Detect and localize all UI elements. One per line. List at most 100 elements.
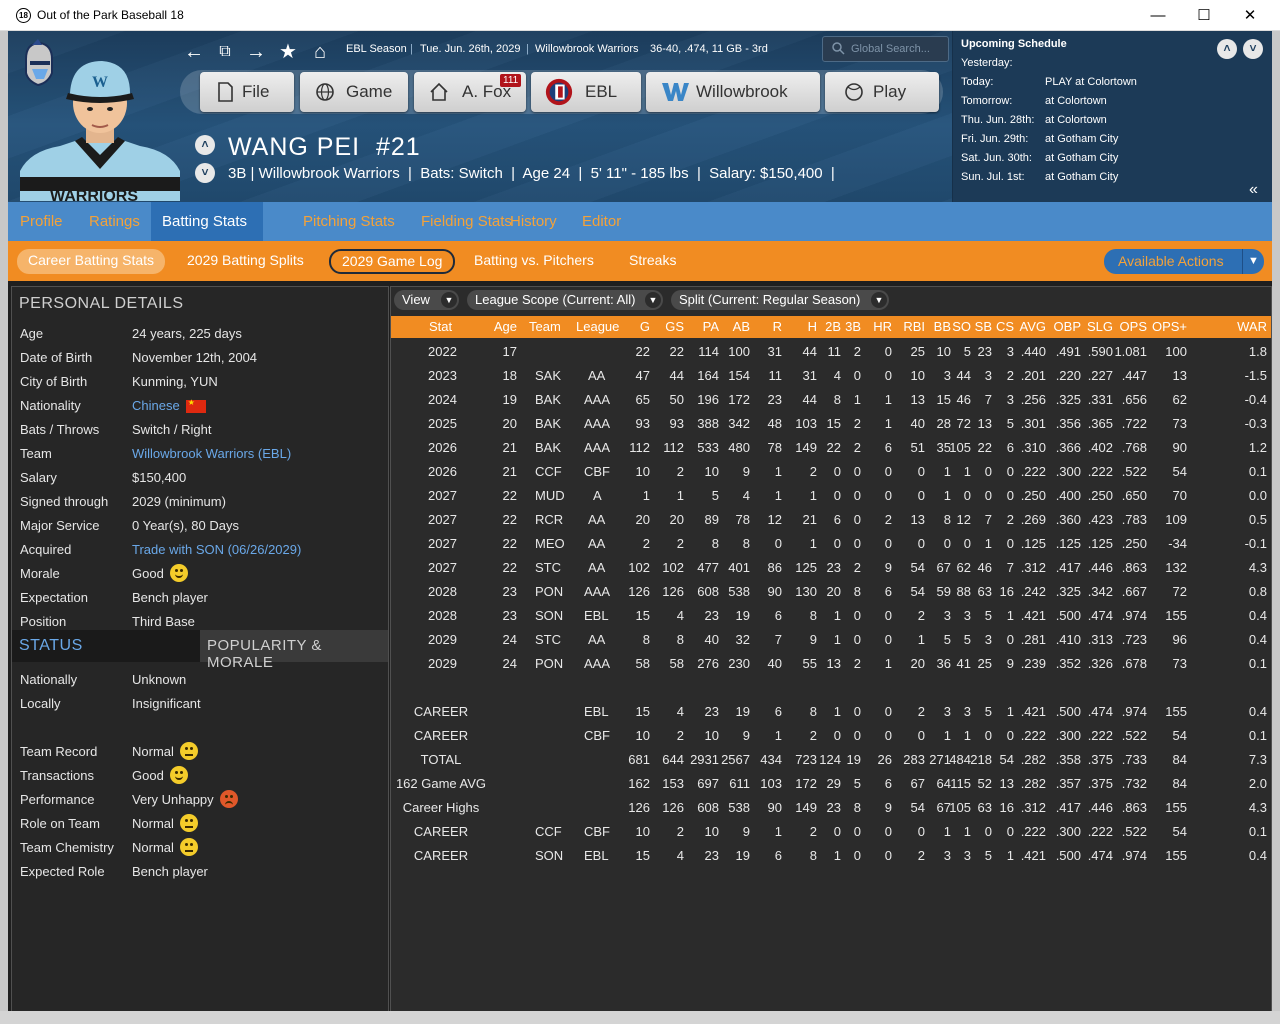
tab-fielding-stats[interactable]: Fielding Stats: [421, 213, 512, 230]
tab-profile[interactable]: Profile: [20, 213, 63, 230]
star-icon[interactable]: ★: [279, 41, 297, 63]
column-header[interactable]: Team: [529, 319, 561, 334]
table-row[interactable]: 2026 21 BAK AAA 112 112 533 480 78 149 22 2 6 51 35 105…: [391, 436, 1271, 460]
detail-value[interactable]: Trade with SON (06/26/2029): [132, 542, 301, 557]
back-icon[interactable]: ←: [184, 41, 204, 63]
table-cell: 2023: [428, 368, 457, 383]
column-header[interactable]: RBI: [903, 319, 925, 334]
subtab-game-log[interactable]: 2029 Game Log: [329, 249, 456, 274]
table-row[interactable]: 2027 22 STC AA 102 102 477 401 86 125 23 2 9 54 67 62 46…: [391, 556, 1271, 580]
column-header[interactable]: Stat: [429, 319, 453, 334]
table-row[interactable]: 2026 21 CCF CBF 10 2 10 9 1 2 0 0 0 0 1 1 0 0.222.300.222…: [391, 460, 1271, 484]
forward-icon[interactable]: →: [246, 41, 266, 63]
table-row[interactable]: 2028 23 PON AAA 126 126 608 538 90 130 20 8 6 54 59 88 6…: [391, 580, 1271, 604]
willowbrook-button[interactable]: Willowbrook: [646, 72, 820, 112]
tab-history[interactable]: History: [510, 213, 557, 230]
table-cell: 7.3: [1248, 752, 1267, 767]
tab-editor[interactable]: Editor: [582, 213, 622, 230]
previous-player-icon[interactable]: ˄: [195, 135, 215, 155]
table-row[interactable]: 2028 23 SON EBL 15 4 23 19 6 8 1 0 0 2 3 3 5 1.421.500.47…: [391, 604, 1271, 628]
home-icon[interactable]: ⌂: [313, 41, 327, 63]
close-icon[interactable]: ✕: [1243, 7, 1257, 24]
table-row[interactable]: 2025 20 BAK AAA 93 93 388 342 48 103 15 2 1 40 28 72 13 5…: [391, 412, 1271, 436]
morale-value-text: Good: [132, 768, 164, 783]
maximize-icon[interactable]: ☐: [1197, 7, 1211, 24]
copy-icon[interactable]: ⧉: [219, 43, 231, 60]
column-header[interactable]: R: [772, 319, 782, 334]
column-header[interactable]: SO: [952, 319, 971, 334]
column-header[interactable]: CS: [995, 319, 1014, 334]
table-row[interactable]: TOTAL 681 644 2931 2567 434 723 124 19 26 283 271 48…: [391, 748, 1271, 772]
schedule-game[interactable]: at Gotham City: [1045, 171, 1119, 183]
breadcrumb-season[interactable]: EBL Season: [346, 43, 407, 55]
tab-batting-stats[interactable]: Batting Stats: [151, 202, 263, 241]
column-header[interactable]: PA: [702, 319, 719, 334]
table-row[interactable]: CAREER CBF 10 2 10 9 1 2 0 0 0 0 1 1 0 0.222.300.222.52…: [391, 724, 1271, 748]
detail-value[interactable]: Willowbrook Warriors (EBL): [132, 446, 291, 461]
column-header[interactable]: OPS+: [1151, 319, 1187, 334]
globe-icon: [316, 83, 334, 101]
split-dropdown[interactable]: Split (Current: Regular Season) ▼: [671, 290, 889, 310]
file-button[interactable]: File: [200, 72, 294, 112]
tab-pitching-stats[interactable]: Pitching Stats: [303, 213, 395, 230]
view-dropdown[interactable]: View ▼: [394, 290, 459, 310]
table-row[interactable]: Career Highs 126 126 608 538 90 149 23 8 9 54 67 105…: [391, 796, 1271, 820]
subtab-streaks[interactable]: Streaks: [629, 252, 677, 268]
column-header[interactable]: GS: [665, 319, 684, 334]
available-actions-button[interactable]: Available Actions ▼: [1104, 249, 1264, 274]
schedule-game[interactable]: at Gotham City: [1045, 133, 1119, 145]
next-player-icon[interactable]: ˅: [195, 163, 215, 183]
subtab-career-batting-stats[interactable]: Career Batting Stats: [17, 249, 166, 274]
schedule-game[interactable]: at Gotham City: [1045, 152, 1119, 164]
table-row[interactable]: CAREER CCF CBF 10 2 10 9 1 2 0 0 0 0 1 1 0 0.222.300.222…: [391, 820, 1271, 844]
table-row[interactable]: 2027 22 RCR AA 20 20 89 78 12 21 6 0 2 13 8 12 7 2.269.36…: [391, 508, 1271, 532]
breadcrumb-team[interactable]: Willowbrook Warriors: [535, 43, 639, 55]
league-scope-dropdown[interactable]: League Scope (Current: All) ▼: [467, 290, 663, 310]
column-header[interactable]: 2B: [825, 319, 841, 334]
table-row[interactable]: 2023 18 SAK AA 47 44 164 154 11 31 4 0 0 10 3 44 3 2.201.…: [391, 364, 1271, 388]
table-row[interactable]: CAREER EBL 15 4 23 19 6 8 1 0 0 2 3 3 5 1.421.500.474.9…: [391, 700, 1271, 724]
play-button[interactable]: Play: [825, 72, 939, 112]
column-header[interactable]: League: [576, 319, 620, 334]
column-header[interactable]: AVG: [1019, 319, 1047, 334]
column-header[interactable]: H: [807, 319, 817, 334]
subtab-batting-splits[interactable]: 2029 Batting Splits: [187, 252, 304, 268]
column-header[interactable]: OBP: [1053, 319, 1081, 334]
schedule-down-icon[interactable]: ˅: [1243, 39, 1263, 59]
schedule-game[interactable]: PLAY at Colortown: [1045, 76, 1137, 88]
table-row[interactable]: 2029 24 STC AA 8 8 40 32 7 9 1 0 0 1 5 5 3 0.281.410.313.…: [391, 628, 1271, 652]
tab-popularity-morale[interactable]: POPULARITY & MORALE: [200, 630, 388, 671]
tab-ratings[interactable]: Ratings: [89, 213, 140, 230]
column-header[interactable]: OPS: [1119, 319, 1147, 334]
schedule-game[interactable]: at Colortown: [1045, 95, 1107, 107]
game-button[interactable]: Game: [300, 72, 408, 112]
column-header[interactable]: SB: [974, 319, 992, 334]
table-row[interactable]: 2027 22 MUD A 1 1 5 4 1 1 0 0 0 0 1 0 0 0.250.400.250.650…: [391, 484, 1271, 508]
column-header[interactable]: Age: [493, 319, 517, 334]
detail-value[interactable]: Chinese: [132, 398, 206, 414]
table-row[interactable]: 2022 17 22 22 114 100 31 44 11 2 0 25 10 5 23 3 .440 .491…: [391, 340, 1271, 364]
status-label: Nationally: [20, 672, 78, 687]
global-search-input[interactable]: Global Search...: [822, 36, 949, 62]
column-header[interactable]: SLG: [1086, 319, 1113, 334]
schedule-game[interactable]: at Colortown: [1045, 114, 1107, 126]
collapse-panel-icon[interactable]: «: [1249, 181, 1258, 198]
column-header[interactable]: AB: [732, 319, 750, 334]
table-row[interactable]: 2027 22 MEO AA 2 2 8 8 0 1 0 0 0 0 0 0 1 0.125.125.125.25…: [391, 532, 1271, 556]
table-row[interactable]: 162 Game AVG 162 153 697 611 103 172 29 5 6 67 64 11…: [391, 772, 1271, 796]
column-header[interactable]: WAR: [1237, 319, 1267, 334]
column-header[interactable]: G: [639, 319, 650, 334]
column-header[interactable]: BB: [933, 319, 951, 334]
column-header[interactable]: 3B: [845, 319, 861, 334]
minimize-icon[interactable]: —: [1150, 7, 1166, 24]
morale-label: Expected Role: [20, 864, 105, 879]
table-row[interactable]: 2024 19 BAK AAA 65 50 196 172 23 44 8 1 1 13 15 46 7 3.25…: [391, 388, 1271, 412]
tab-status[interactable]: STATUS: [12, 630, 200, 662]
column-header[interactable]: HR: [873, 319, 892, 334]
subtab-batting-vs-pitchers[interactable]: Batting vs. Pitchers: [474, 252, 594, 268]
table-row[interactable]: CAREER SON EBL 15 4 23 19 6 8 1 0 0 2 3 3 5 1.421.500.47…: [391, 844, 1271, 868]
warriors-logo-icon[interactable]: [18, 39, 58, 87]
ebl-button[interactable]: EBL: [531, 72, 641, 112]
schedule-up-icon[interactable]: ˄: [1217, 39, 1237, 59]
table-row[interactable]: 2029 24 PON AAA 58 58 276 230 40 55 13 2 1 20 36 41 25 9.…: [391, 652, 1271, 676]
